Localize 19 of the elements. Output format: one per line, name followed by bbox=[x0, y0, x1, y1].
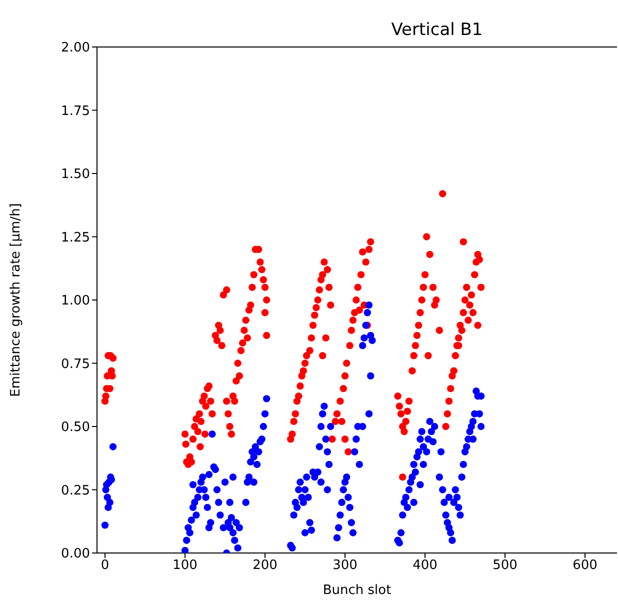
x-tick-label: 600 bbox=[572, 558, 598, 574]
y-tick-label: 1.25 bbox=[61, 230, 90, 246]
y-tick-label: 0.00 bbox=[61, 546, 90, 562]
y-tick-label: 1.50 bbox=[61, 167, 90, 182]
x-tick-label: 100 bbox=[172, 558, 198, 574]
y-tick-label: 0.50 bbox=[61, 420, 90, 436]
x-axis-title: Bunch slot bbox=[322, 583, 392, 598]
x-tick-label: 300 bbox=[332, 558, 358, 574]
y-tick-label: 0.25 bbox=[61, 483, 90, 498]
x-tick-label: 0 bbox=[100, 558, 110, 574]
y-tick-label: 2.00 bbox=[61, 40, 90, 56]
y-tick-label: 1.00 bbox=[61, 294, 90, 309]
x-tick-label: 500 bbox=[492, 558, 518, 574]
chart-title: Vertical B1 bbox=[390, 20, 484, 40]
y-tick-label: 0.75 bbox=[61, 356, 90, 372]
y-axis-title: Emittance growth rate [µm/h] bbox=[8, 203, 24, 397]
y-tick-label: 1.75 bbox=[61, 104, 90, 119]
x-tick-label: 200 bbox=[252, 558, 278, 574]
x-tick-label: 400 bbox=[412, 558, 438, 574]
